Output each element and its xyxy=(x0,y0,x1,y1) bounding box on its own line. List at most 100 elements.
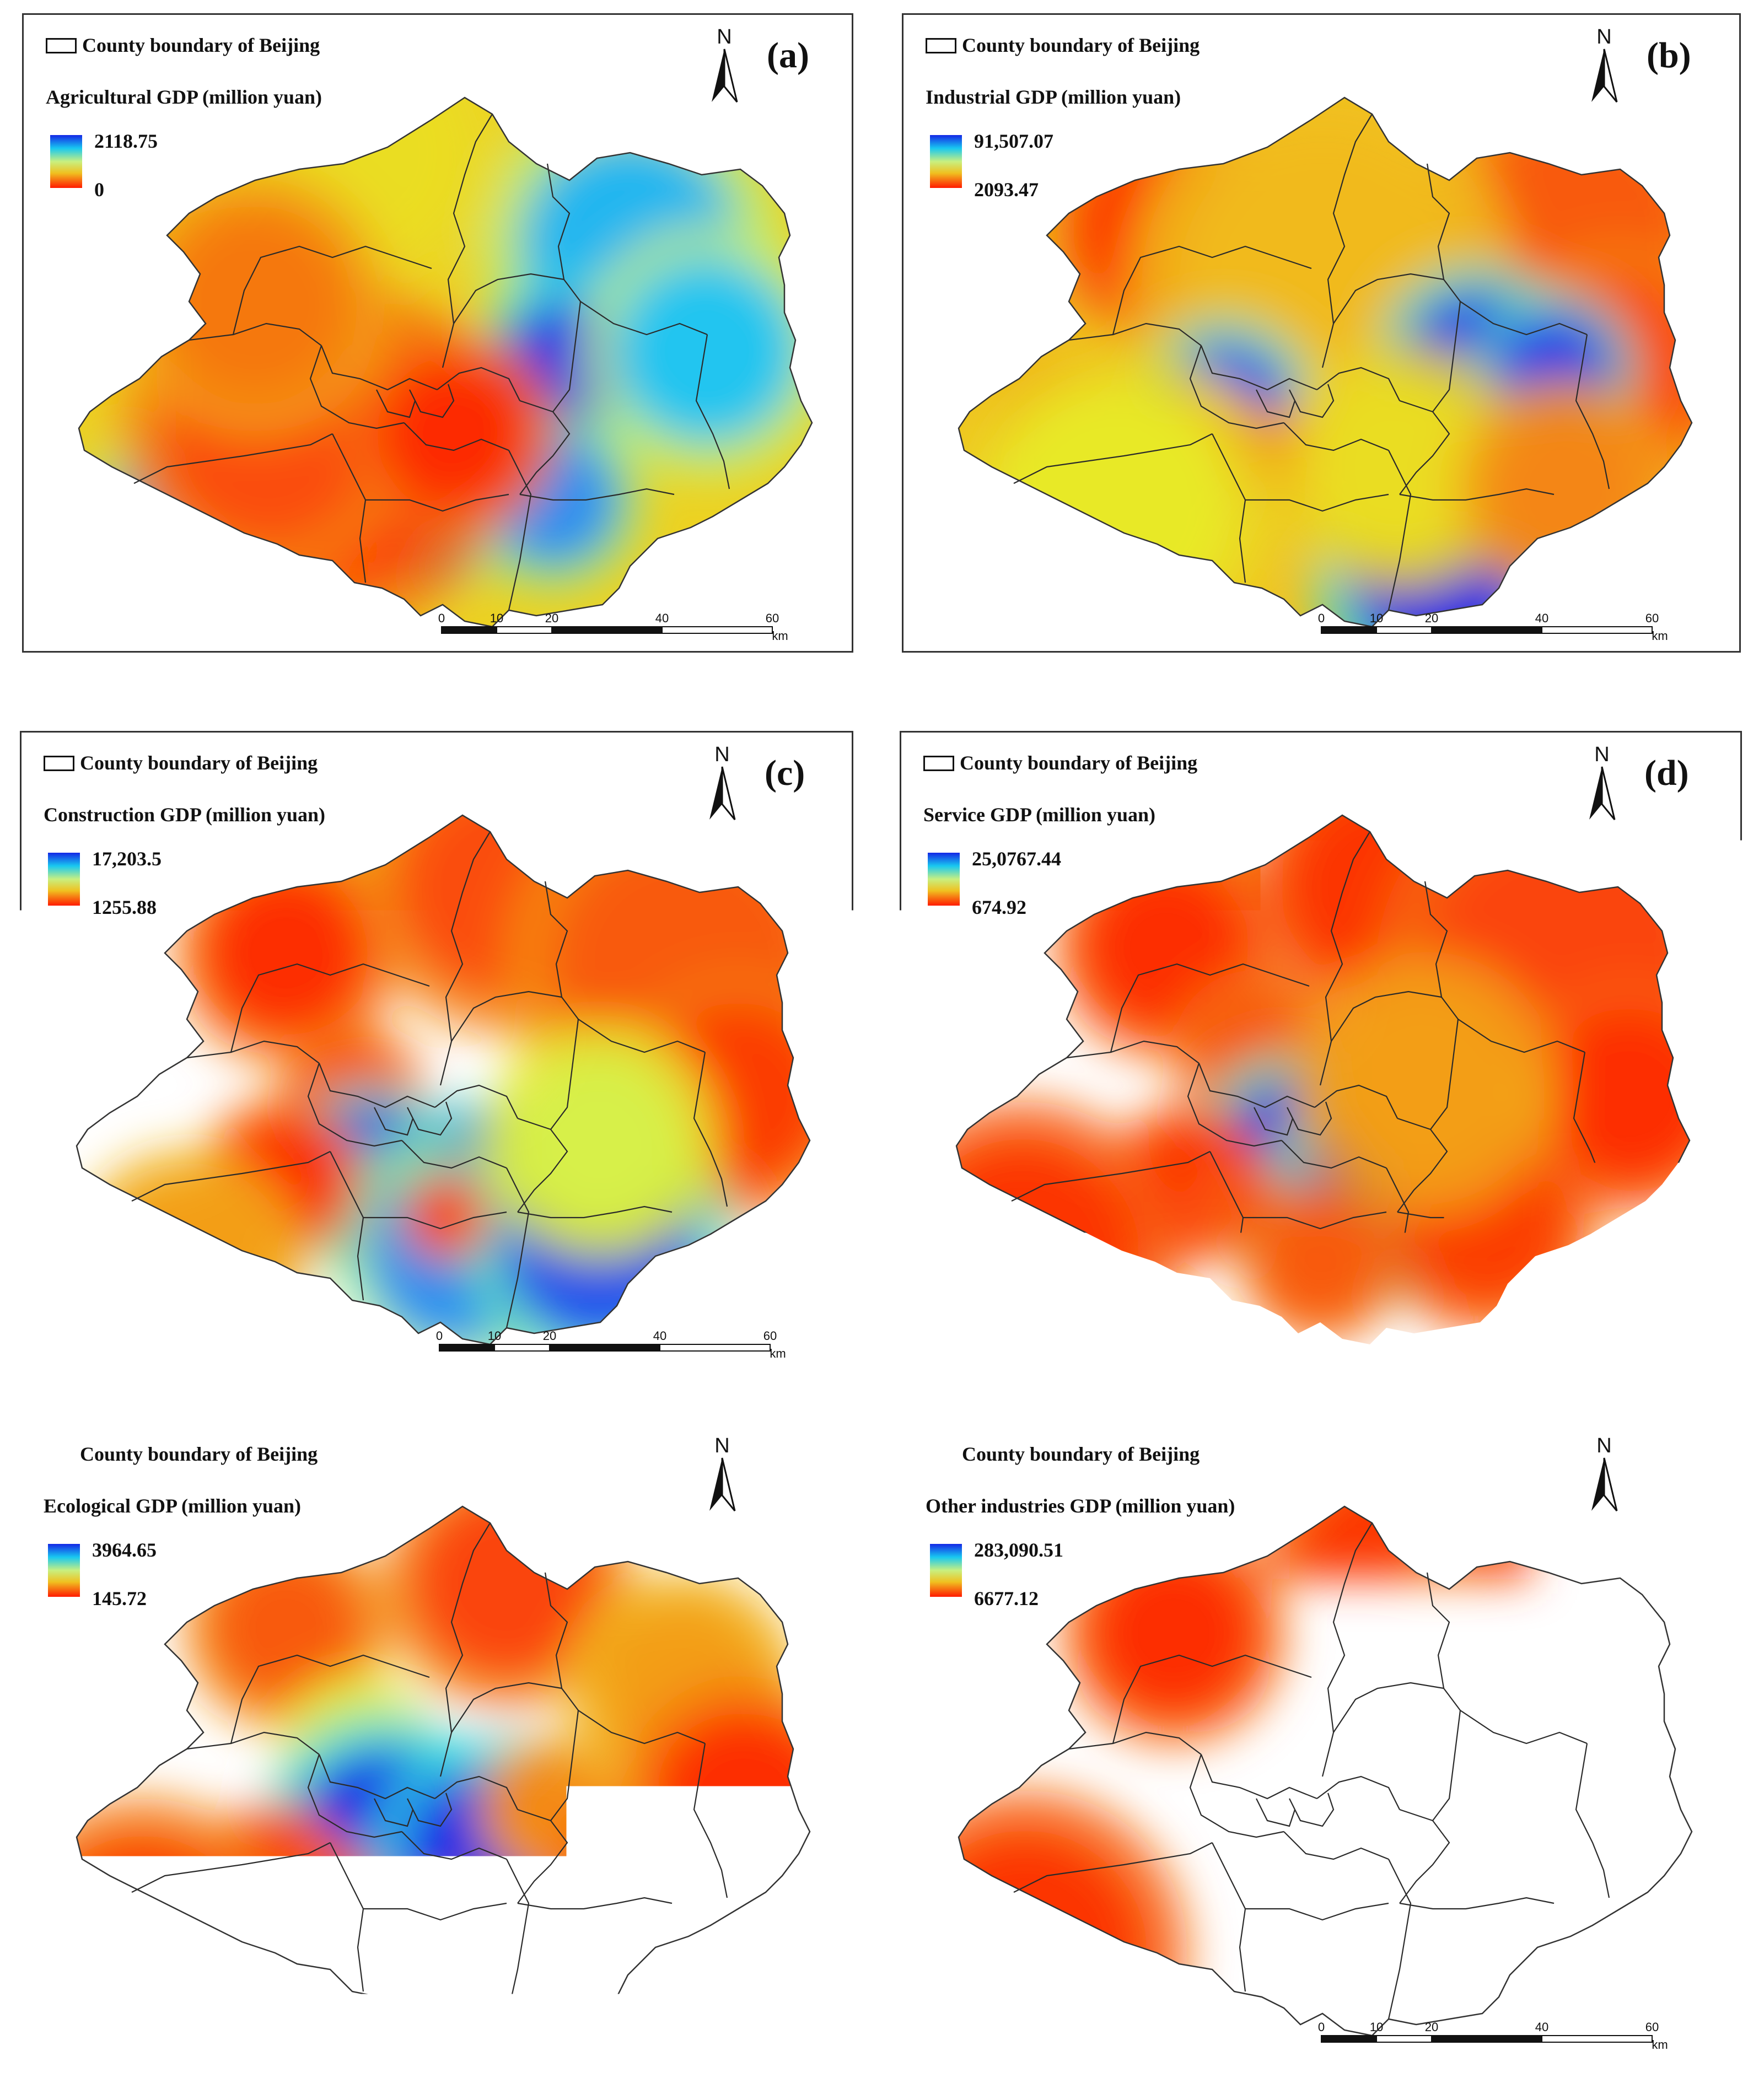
hotspot xyxy=(512,1052,689,1229)
scale-tick-label: 0 xyxy=(1316,1329,1322,1343)
legend-boundary-swatch xyxy=(44,1447,74,1462)
legend-boundary-swatch xyxy=(44,756,74,771)
scale-tick-label: 40 xyxy=(1535,611,1548,626)
scale-tick-label: 40 xyxy=(1533,1329,1546,1343)
scale-tick-label: 10 xyxy=(1370,2020,1383,2034)
legend-boundary-label: County boundary of Beijing xyxy=(80,751,318,774)
legend-max-value: 17,203.5 xyxy=(92,847,162,870)
scale-tick-label: 0 xyxy=(436,2020,443,2034)
legend-color-ramp xyxy=(48,853,80,906)
hotspot xyxy=(413,1185,479,1251)
legend-boundary-label: County boundary of Beijing xyxy=(80,1442,318,1466)
map-panel-c: County boundary of Beijing Construction G… xyxy=(20,731,853,1389)
scale-bar: 0 10 20 40 60 km xyxy=(1320,611,1662,644)
hotspot xyxy=(907,1140,1138,1366)
north-label: N xyxy=(714,1434,729,1457)
legend-max-value: 2118.75 xyxy=(94,130,158,153)
legend-max-value: 25,0767.44 xyxy=(972,847,1061,870)
scale-tick-label: 20 xyxy=(545,611,558,626)
panel-label: (b) xyxy=(1647,35,1691,77)
scale-segment xyxy=(1542,627,1652,633)
legend-boundary-swatch xyxy=(46,38,77,53)
scale-bar: 0 10 20 40 60 km xyxy=(438,1329,780,1362)
legend-title: Construction GDP (million yuan) xyxy=(44,803,325,826)
scale-tick-label: 0 xyxy=(438,611,445,626)
hotspot xyxy=(99,1179,275,1355)
legend-min-value: 674.92 xyxy=(972,896,1026,919)
map-c xyxy=(21,733,848,1366)
legend-max-value: 91,507.07 xyxy=(974,130,1053,153)
map-e xyxy=(21,1424,848,2058)
panel-label: (c) xyxy=(765,752,805,794)
legend-boundary-label: County boundary of Beijing xyxy=(960,751,1197,774)
scale-unit: km xyxy=(1652,629,1668,643)
scale-tick-label: 10 xyxy=(488,2020,501,2034)
north-label: N xyxy=(1594,743,1609,766)
scale-unit: km xyxy=(770,1347,786,1361)
scale-bar: 0 10 20 40 60 km xyxy=(1318,1329,1660,1362)
hotspot xyxy=(303,1859,369,1925)
map-panel-e: County boundary of Beijing Ecological GDP… xyxy=(20,1422,853,2078)
scale-segment xyxy=(1376,627,1432,633)
scale-tick-label: 10 xyxy=(1368,1329,1381,1343)
scale-tick-label: 40 xyxy=(653,1329,666,1343)
map-panel-d: County boundary of Beijing Service GDP (m… xyxy=(900,731,1742,1389)
scale-segment xyxy=(497,627,552,633)
map-a xyxy=(24,15,851,649)
legend-color-ramp xyxy=(930,135,962,188)
legend-max-value: 283,090.51 xyxy=(974,1538,1063,1562)
scale-tick-label: 60 xyxy=(763,1329,777,1343)
scale-tick-label: 10 xyxy=(1370,611,1383,626)
north-label: N xyxy=(1596,25,1611,49)
scale-unit: km xyxy=(1652,2038,1668,2052)
north-label: N xyxy=(714,743,729,766)
scale-segment xyxy=(1540,1344,1650,1351)
legend-max-value: 3964.65 xyxy=(92,1538,157,1562)
legend-boundary-swatch xyxy=(926,38,956,53)
scale-tick-label: 10 xyxy=(488,1329,501,1343)
hotspot xyxy=(156,202,354,401)
hotspot xyxy=(614,257,801,445)
legend-title: Agricultural GDP (million yuan) xyxy=(46,85,322,109)
scale-segment xyxy=(1321,2036,1376,2042)
legend-min-value: 6677.12 xyxy=(974,1587,1039,1610)
scale-bar: 0 10 20 40 60 km xyxy=(1320,2020,1662,2053)
hotspot xyxy=(650,1710,837,1898)
scale-tick-label: 60 xyxy=(766,611,779,626)
legend-boundary-swatch xyxy=(926,1447,956,1462)
legend-color-ramp xyxy=(50,135,82,188)
legend-min-value: 0 xyxy=(94,178,104,201)
scale-bar: 0 10 20 40 60 km xyxy=(438,2020,780,2053)
hotspot xyxy=(1482,406,1648,572)
scale-tick-label: 0 xyxy=(1318,611,1325,626)
north-arrow-icon: N xyxy=(703,742,741,825)
scale-tick-label: 60 xyxy=(1643,1329,1657,1343)
scale-segment xyxy=(1542,2036,1652,2042)
north-arrow-icon: N xyxy=(1585,25,1623,107)
scale-tick-label: 20 xyxy=(1423,1329,1436,1343)
panel-label: (e) xyxy=(765,1444,805,1485)
scale-tick-label: 60 xyxy=(763,2020,777,2034)
panel-label: (d) xyxy=(1644,752,1689,794)
scale-tick-label: 20 xyxy=(1425,611,1438,626)
legend-color-ramp xyxy=(48,1544,80,1597)
north-arrow-icon: N xyxy=(703,1434,741,1516)
scale-segment xyxy=(1432,2036,1542,2042)
legend-title: Service GDP (million yuan) xyxy=(923,803,1155,826)
scale-segment xyxy=(550,1344,660,1351)
scale-segment xyxy=(439,2036,494,2042)
legend-color-ramp xyxy=(930,1544,962,1597)
map-panel-b: County boundary of Beijing Industrial GDP… xyxy=(902,13,1741,653)
legend-min-value: 145.72 xyxy=(92,1587,147,1610)
scale-tick-label: 0 xyxy=(436,1329,443,1343)
scale-segment xyxy=(1319,1344,1374,1351)
scale-segment xyxy=(442,627,497,633)
legend-color-ramp xyxy=(928,853,960,906)
scale-tick-label: 0 xyxy=(1318,2020,1325,2034)
scale-tick-label: 40 xyxy=(1535,2020,1548,2034)
legend-title: Ecological GDP (million yuan) xyxy=(44,1494,301,1517)
legend-boundary-label: County boundary of Beijing xyxy=(962,1442,1200,1466)
hotspot xyxy=(391,1903,490,2003)
north-arrow-icon: N xyxy=(705,25,744,107)
scale-segment xyxy=(439,1344,494,1351)
